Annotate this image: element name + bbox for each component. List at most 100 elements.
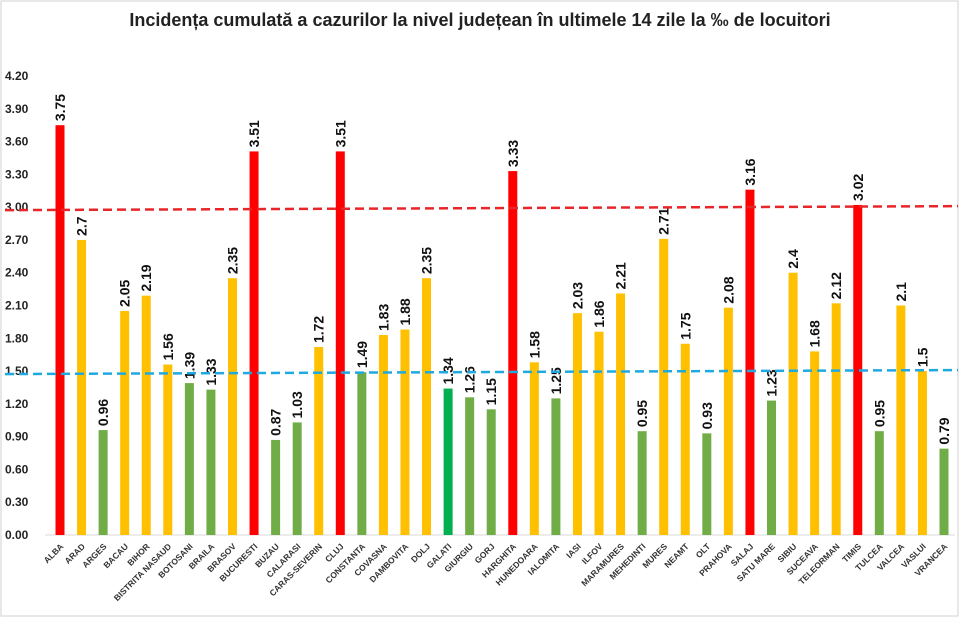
data-label: 0.93 <box>699 402 715 429</box>
bar-valcea <box>896 305 906 535</box>
data-label: 1.23 <box>764 369 780 396</box>
y-tick-label: 4.20 <box>5 69 29 83</box>
bar-galati <box>443 388 453 535</box>
data-label: 1.88 <box>397 298 413 325</box>
bar-calarasi <box>292 422 302 535</box>
bar-bucuresti <box>249 151 259 535</box>
bar-gorj <box>486 409 496 535</box>
data-label: 1.86 <box>591 300 607 327</box>
data-label: 1.34 <box>440 357 456 384</box>
data-label: 0.87 <box>268 408 284 435</box>
bar-dambovita <box>400 329 410 535</box>
data-label: 0.95 <box>634 400 650 427</box>
data-label: 2.35 <box>419 247 435 274</box>
data-label: 3.02 <box>850 173 866 200</box>
bar-maramures <box>616 293 626 535</box>
bar-timis <box>853 204 863 535</box>
bar-arad <box>77 239 87 535</box>
data-label: 2.1 <box>893 282 909 302</box>
data-label: 3.75 <box>52 94 68 121</box>
y-tick-label: 0.30 <box>5 495 29 509</box>
bar-harghita <box>508 171 518 536</box>
y-tick-label: 2.40 <box>5 266 29 280</box>
bar-alba <box>55 125 65 535</box>
data-label: 2.03 <box>569 282 585 309</box>
bar-buzau <box>271 439 281 535</box>
bar-vrancea <box>939 448 949 535</box>
y-tick-label: 3.00 <box>5 200 29 214</box>
bar-bacau <box>120 310 130 535</box>
bar-caras-severin <box>314 347 324 535</box>
bar-brasov <box>227 278 237 535</box>
data-label: 0.95 <box>871 400 887 427</box>
data-label: 1.68 <box>807 320 823 347</box>
data-label: 1.33 <box>203 358 219 385</box>
bar-olt <box>702 433 712 535</box>
bar-giurgiu <box>465 397 475 535</box>
bar-neamt <box>680 343 690 535</box>
bar-sibiu <box>788 272 798 535</box>
data-label: 2.21 <box>613 262 629 289</box>
bar-tulcea <box>874 431 884 535</box>
y-tick-label: 0.90 <box>5 430 29 444</box>
bar-mehedinti <box>637 431 647 535</box>
y-tick-label: 1.80 <box>5 331 29 345</box>
data-label: 1.39 <box>181 352 197 379</box>
x-tick-label: NEAMT <box>662 541 691 570</box>
bar-ilfov <box>594 331 604 535</box>
y-tick-label: 0.00 <box>5 528 29 542</box>
bar-bihor <box>141 295 151 535</box>
data-label: 2.19 <box>138 264 154 291</box>
data-label: 3.16 <box>742 158 758 185</box>
data-label: 1.5 <box>914 347 930 367</box>
bar-braila <box>206 389 216 535</box>
data-label: 2.05 <box>117 280 133 307</box>
chart-title: Incidența cumulată a cazurilor la nivel … <box>129 10 831 30</box>
data-label: 0.96 <box>95 399 111 426</box>
bar-ialomita <box>551 398 561 535</box>
data-label: 3.51 <box>246 120 262 147</box>
bar-dolj <box>422 278 432 535</box>
threshold-line-red <box>4 204 959 212</box>
data-label: 2.7 <box>74 216 90 236</box>
y-tick-label: 2.10 <box>5 299 29 313</box>
data-label: 0.79 <box>936 417 952 444</box>
data-label: 1.83 <box>375 304 391 331</box>
bar-prahova <box>723 307 733 535</box>
bar-vaslui <box>917 371 927 535</box>
y-tick-label: 3.30 <box>5 167 29 181</box>
data-label: 1.26 <box>462 366 478 393</box>
bar-satu-mare <box>767 400 777 535</box>
bar-salaj <box>745 189 755 535</box>
x-tick-label: ALBA <box>42 541 66 565</box>
y-tick-label: 0.60 <box>5 462 29 476</box>
y-tick-label: 1.50 <box>5 364 29 378</box>
data-label: 2.08 <box>720 276 736 303</box>
y-tick-label: 2.70 <box>5 233 29 247</box>
data-label: 1.15 <box>483 378 499 405</box>
y-tick-label: 1.20 <box>5 397 29 411</box>
data-label: 1.75 <box>677 312 693 339</box>
bar-constanta <box>357 372 367 535</box>
bar-mures <box>659 238 669 536</box>
bar-suceava <box>810 351 820 535</box>
bar-teleorman <box>831 303 841 535</box>
data-label: 1.58 <box>526 331 542 358</box>
data-label: 2.71 <box>656 207 672 234</box>
bar-covasna <box>378 335 388 535</box>
bar-cluj <box>335 151 345 535</box>
data-label: 2.4 <box>785 249 801 269</box>
data-label: 1.03 <box>289 391 305 418</box>
data-label: 3.51 <box>332 120 348 147</box>
bar-iasi <box>572 313 582 535</box>
bar-botosani <box>184 383 194 535</box>
data-label: 1.72 <box>311 316 327 343</box>
y-tick-label: 3.90 <box>5 102 29 116</box>
data-label: 2.35 <box>224 247 240 274</box>
data-label: 1.49 <box>354 341 370 368</box>
bar-arges <box>98 430 108 535</box>
threshold-line-blue <box>4 368 959 376</box>
